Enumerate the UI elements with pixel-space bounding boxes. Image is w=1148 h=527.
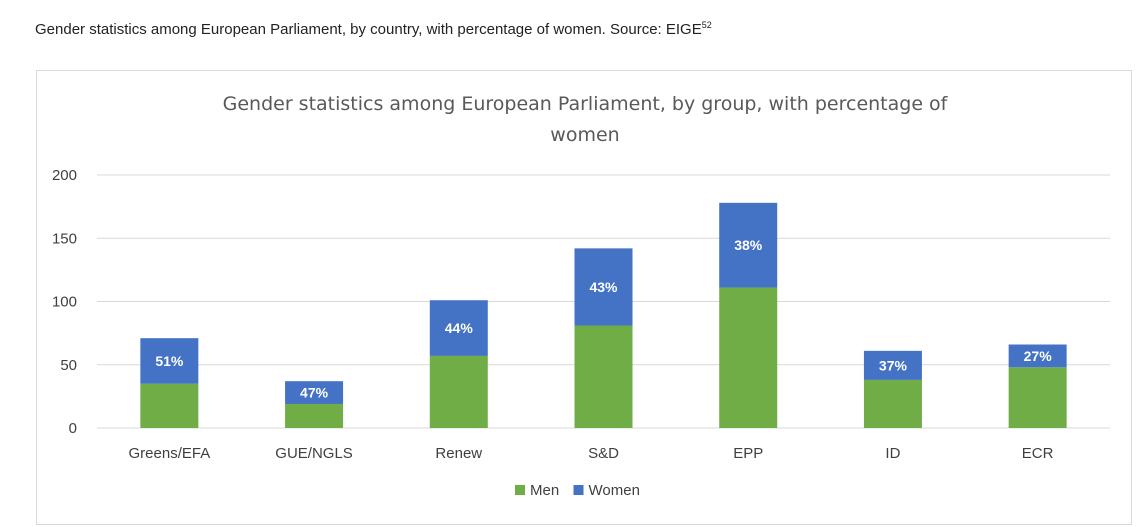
x-tick-label: GUE/NGLS xyxy=(275,445,353,462)
bar-men-5 xyxy=(719,287,778,428)
x-tick-label: Greens/EFA xyxy=(129,445,211,462)
legend-label-women: Women xyxy=(589,482,640,499)
caption-footnote-ref[interactable]: 52 xyxy=(701,20,712,30)
chart-title-line-2: women xyxy=(550,124,619,146)
bar-women-7 xyxy=(1008,344,1067,368)
legend-swatch-women xyxy=(573,485,584,495)
bar-men-2 xyxy=(285,403,344,428)
y-tick-label: 150 xyxy=(52,230,77,247)
chart-title-line-1: Gender statistics among European Parliam… xyxy=(223,93,949,115)
legend-swatch-men xyxy=(515,485,525,495)
x-tick-label: Renew xyxy=(435,445,482,462)
bar-data-label: 51% xyxy=(155,353,184,369)
bar-men-6 xyxy=(863,379,922,428)
bar-men-3 xyxy=(429,355,488,428)
figure-caption: Gender statistics among European Parliam… xyxy=(35,20,712,38)
x-tick-label: ID xyxy=(885,445,900,462)
y-axis-ticks: 0 50 100 150 200 xyxy=(52,167,77,437)
bar-women-2 xyxy=(285,381,344,404)
y-tick-label: 50 xyxy=(60,357,77,374)
caption-text: Gender statistics among European Parliam… xyxy=(35,21,702,38)
bar-men-1 xyxy=(140,383,199,428)
x-tick-label: S&D xyxy=(588,445,619,462)
x-tick-label: EPP xyxy=(733,445,763,462)
chart-title: Gender statistics among European Parliam… xyxy=(223,93,949,146)
bar-men-7 xyxy=(1008,367,1067,428)
legend-label-men: Men xyxy=(530,482,559,499)
bar-women-6 xyxy=(863,350,922,380)
y-tick-label: 0 xyxy=(69,420,77,437)
bar-data-label: 27% xyxy=(1024,348,1053,364)
x-axis-ticks: Greens/EFA GUE/NGLS Renew S&D EPP ID ECR xyxy=(129,445,1054,462)
bar-women-4 xyxy=(574,248,633,326)
y-tick-label: 100 xyxy=(52,294,77,311)
bar-women-5 xyxy=(719,202,778,288)
y-tick-label: 200 xyxy=(52,167,77,184)
bar-data-label: 44% xyxy=(445,320,474,336)
bar-data-label: 43% xyxy=(589,279,618,295)
bar-data-label: 47% xyxy=(300,385,329,401)
stacked-bar-chart: Gender statistics among European Parliam… xyxy=(52,93,1110,499)
legend: Men Women xyxy=(515,482,640,499)
x-tick-label: ECR xyxy=(1022,445,1054,462)
bar-women-1 xyxy=(140,338,199,384)
bar-men-4 xyxy=(574,325,633,428)
bar-data-label: 37% xyxy=(879,357,908,373)
bars: 51% 47% 44% 43% 38% 37% 27% xyxy=(140,202,1067,428)
bar-women-3 xyxy=(429,300,488,356)
bar-data-label: 38% xyxy=(734,237,763,253)
chart-frame: Gender statistics among European Parliam… xyxy=(36,70,1132,525)
